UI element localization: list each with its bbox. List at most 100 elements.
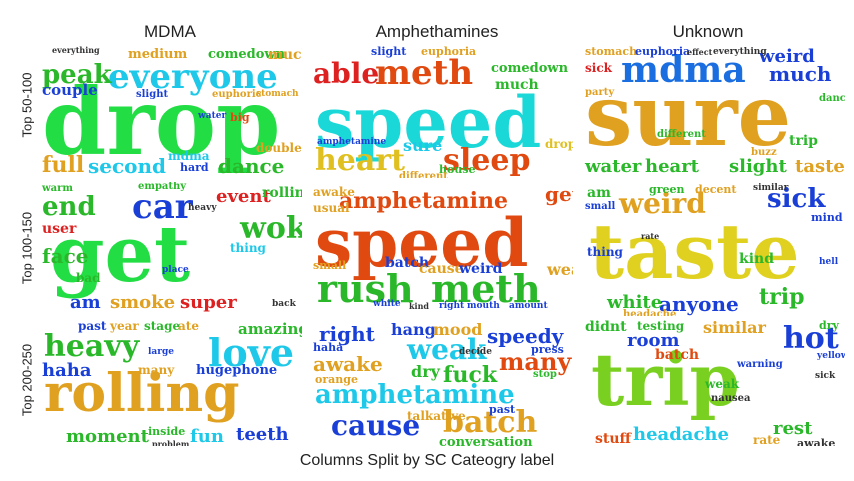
cloud-word: usual xyxy=(313,201,350,215)
cloud-word: awake xyxy=(313,352,383,376)
cloud-word: place xyxy=(162,265,189,275)
cloud-word: taste xyxy=(589,207,800,296)
cloud-word: drop xyxy=(42,68,281,176)
cloud-word: moment xyxy=(66,426,149,446)
cloud-word: amphetamine xyxy=(315,380,515,410)
cloud-word: meth xyxy=(431,266,541,311)
cloud-word: weird xyxy=(619,187,706,220)
cloud-word: warm xyxy=(42,183,73,194)
cloud-word: cause xyxy=(331,409,421,442)
cloud-word: press xyxy=(531,343,564,356)
cloud-word: party xyxy=(585,87,615,98)
cloud-word: smoke xyxy=(110,292,176,313)
cloud-word: cause xyxy=(419,261,464,277)
cloud-word: sure xyxy=(403,136,443,155)
cloud-word: mdma xyxy=(168,149,210,163)
cloud-word: kind xyxy=(739,251,774,267)
cloud-word: nausea xyxy=(711,393,751,404)
cloud-r0-c1: able meth speed heart sleep comedown much eupho… xyxy=(311,42,573,178)
cloud-word: dance xyxy=(819,93,845,104)
cloud-word: ate xyxy=(178,319,199,333)
cloud-word: similar xyxy=(703,318,766,337)
cloud-word: many xyxy=(499,347,572,376)
cloud-word: right xyxy=(319,322,375,346)
cloud-word: testing xyxy=(637,319,685,333)
cloud-word: headache xyxy=(633,424,729,445)
cloud-word: talkative xyxy=(407,409,466,423)
cloud-word: speedy xyxy=(487,324,564,348)
cloud-word: couple xyxy=(42,81,98,99)
cloud-word: sick xyxy=(815,371,836,381)
cloud-word: second xyxy=(88,154,167,178)
cloud-word: meth xyxy=(375,53,474,93)
cloud-word: thing xyxy=(587,245,623,259)
row-title-top-100-150: Top 100-150 xyxy=(19,211,35,285)
cloud-word: rest xyxy=(773,418,813,439)
row-title-top-200-250: Top 200-250 xyxy=(19,343,35,417)
cloud-word: dance xyxy=(218,154,285,178)
cloud-r2-c1: right hang mood weak speedy awake many fuck amph… xyxy=(311,318,573,446)
cloud-word: mdma xyxy=(621,49,746,91)
cloud-word: mouth xyxy=(467,301,500,311)
cloud-word: euphoria xyxy=(635,45,691,58)
cloud-word: room xyxy=(627,330,680,351)
cloud-word: trip xyxy=(591,337,740,422)
cloud-word: kind xyxy=(409,301,429,311)
cloud-word: batch xyxy=(385,255,430,271)
cloud-word: super xyxy=(180,292,237,313)
cloud-word: rolling xyxy=(44,363,240,424)
cloud-word: stop xyxy=(533,369,557,380)
cloud-word: everything xyxy=(52,45,100,55)
cloud-word: buzz xyxy=(751,147,777,158)
cloud-word: similar xyxy=(753,183,789,193)
cloud-word: am xyxy=(587,185,611,201)
x-axis-title: Columns Split by SC Cateogry label xyxy=(299,452,555,469)
cloud-word: much xyxy=(495,77,539,93)
cloud-word: house xyxy=(439,163,476,176)
cloud-word: small xyxy=(313,259,347,272)
col-title-mdma: MDMA xyxy=(144,22,196,41)
cloud-word: get xyxy=(50,209,191,300)
cloud-word: amphetamine xyxy=(317,137,387,147)
cloud-word: big xyxy=(230,111,250,124)
cloud-word: drop xyxy=(545,137,573,151)
cloud-word: weird xyxy=(459,261,503,277)
cloud-word: white xyxy=(373,299,401,309)
cloud-word: face xyxy=(42,244,89,268)
cloud-word: thing xyxy=(230,241,266,255)
cloud-word: medium xyxy=(128,47,188,62)
cloud-word: peak xyxy=(42,60,112,90)
cloud-word: much xyxy=(268,47,302,63)
cloud-word: inside xyxy=(148,425,186,438)
cloud-word: different xyxy=(399,171,448,179)
cloud-word: decent xyxy=(695,183,737,196)
cloud-word: back xyxy=(272,299,296,309)
cloud-word: warning xyxy=(737,359,783,370)
cloud-word: batch xyxy=(655,347,700,363)
cloud-word: didnt xyxy=(585,319,627,335)
col-title-unknown: Unknown xyxy=(672,22,744,41)
cloud-word: right xyxy=(439,301,465,311)
cloud-word: stage xyxy=(144,319,181,333)
cloud-word: sure xyxy=(585,66,792,165)
cloud-word: hot xyxy=(783,321,839,356)
cloud-word: everything xyxy=(713,47,767,57)
cloud-r2-c0: heavy love amazing rolling haha moment fun teet… xyxy=(40,318,302,446)
cloud-word: speed xyxy=(315,81,542,164)
cloud-word: event xyxy=(216,186,271,207)
cloud-word: weak xyxy=(705,377,740,391)
cloud-word: mood xyxy=(433,320,483,339)
cloud-word: double xyxy=(256,141,302,155)
cloud-word: user xyxy=(42,221,77,237)
cloud-word: heavy xyxy=(44,329,140,364)
cloud-word: able xyxy=(313,57,380,90)
cloud-word: stomach xyxy=(256,89,299,99)
cloud-word: decide xyxy=(459,347,492,357)
cloud-word: stomach xyxy=(585,45,638,58)
cloud-word: get xyxy=(545,182,573,206)
cloud-word: rolling xyxy=(262,185,302,201)
cloud-word: dry xyxy=(819,319,839,332)
cloud-word: haha xyxy=(313,341,344,354)
